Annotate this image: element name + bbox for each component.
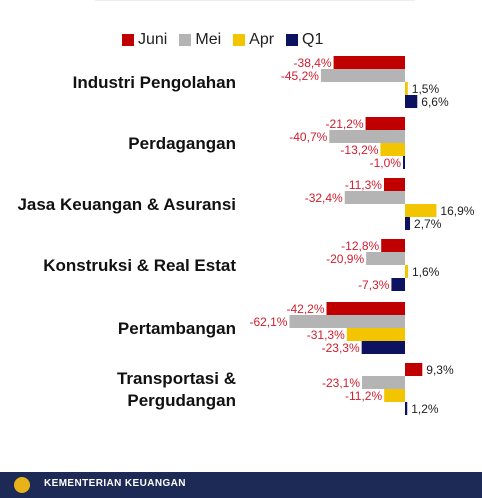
bar-q1 xyxy=(361,341,405,354)
legend-item-q1: Q1 xyxy=(286,31,323,49)
bar-apr xyxy=(384,389,405,402)
legend-item-mei: Mei xyxy=(179,31,221,49)
legend-label: Juni xyxy=(138,31,168,48)
data-label: 1,5% xyxy=(412,82,440,96)
data-label: -45,2% xyxy=(281,69,319,83)
legend-swatch xyxy=(233,34,246,46)
data-label: -32,4% xyxy=(305,191,343,205)
bar-mei xyxy=(344,191,405,204)
bar-apr xyxy=(346,328,405,341)
bar-apr xyxy=(380,143,405,156)
bar-q1 xyxy=(405,95,418,108)
bar-juni xyxy=(333,56,405,69)
data-label: -42,2% xyxy=(286,302,324,316)
bar-mei xyxy=(320,69,405,82)
ministry-logo-icon xyxy=(14,477,30,493)
data-label: -62,1% xyxy=(249,315,287,329)
legend-swatch xyxy=(122,34,134,46)
legend-item-juni: Juni xyxy=(122,31,167,49)
bar-apr xyxy=(405,265,408,278)
bar-apr xyxy=(405,204,437,217)
data-label: -23,1% xyxy=(322,376,360,390)
data-label: -31,3% xyxy=(307,328,345,342)
category-label: Industri Pengolahan xyxy=(73,73,236,92)
bar-q1 xyxy=(405,217,411,230)
chart-legend: Juni Mei Apr Q1 xyxy=(122,30,323,50)
category-label: Transportasi & Pergudangan xyxy=(117,369,236,410)
data-label: -11,3% xyxy=(345,178,382,192)
data-label: 16,9% xyxy=(440,204,474,218)
bar-mei xyxy=(366,252,405,265)
footer-text: KEMENTERIAN KEUANGAN xyxy=(44,478,186,489)
divider xyxy=(95,0,415,9)
legend-item-apr: Apr xyxy=(233,31,274,49)
bar-juni xyxy=(365,117,405,130)
bar-juni xyxy=(326,302,405,315)
bar-mei xyxy=(362,376,405,389)
data-label: -7,3% xyxy=(358,278,390,292)
legend-swatch xyxy=(286,34,299,46)
data-label: -40,7% xyxy=(289,130,327,144)
data-label: -21,2% xyxy=(326,117,364,131)
category-label: Konstruksi & Real Estat xyxy=(43,256,236,275)
category-label: Jasa Keuangan & Asuransi xyxy=(17,195,236,214)
bar-q1 xyxy=(391,278,405,291)
data-label: 1,2% xyxy=(411,402,439,416)
legend-label: Apr xyxy=(249,31,275,48)
data-label: -23,3% xyxy=(322,341,360,355)
data-label: -38,4% xyxy=(294,56,332,70)
data-label: 6,6% xyxy=(421,95,449,109)
data-label: -20,9% xyxy=(326,252,364,266)
bar-juni xyxy=(381,239,405,252)
bar-q1 xyxy=(405,402,408,415)
bar-mei xyxy=(329,130,405,143)
data-label: -11,2% xyxy=(345,389,382,403)
data-label: -1,0% xyxy=(370,156,402,170)
bar-juni xyxy=(405,363,423,376)
category-label: Pertambangan xyxy=(118,319,236,338)
footer-bar: KEMENTERIAN KEUANGAN xyxy=(0,472,482,498)
data-label: 9,3% xyxy=(426,363,454,377)
bar-mei xyxy=(289,315,405,328)
data-label: -12,8% xyxy=(341,239,379,253)
legend-label: Q1 xyxy=(302,31,324,48)
data-label: 1,6% xyxy=(412,265,440,279)
category-label: Perdagangan xyxy=(128,134,236,153)
bar-q1 xyxy=(403,156,405,169)
legend-label: Mei xyxy=(195,31,222,48)
legend-swatch xyxy=(179,34,192,46)
bar-apr xyxy=(405,82,408,95)
bar-juni xyxy=(383,178,405,191)
data-label: 2,7% xyxy=(414,217,442,231)
data-label: -13,2% xyxy=(340,143,378,157)
